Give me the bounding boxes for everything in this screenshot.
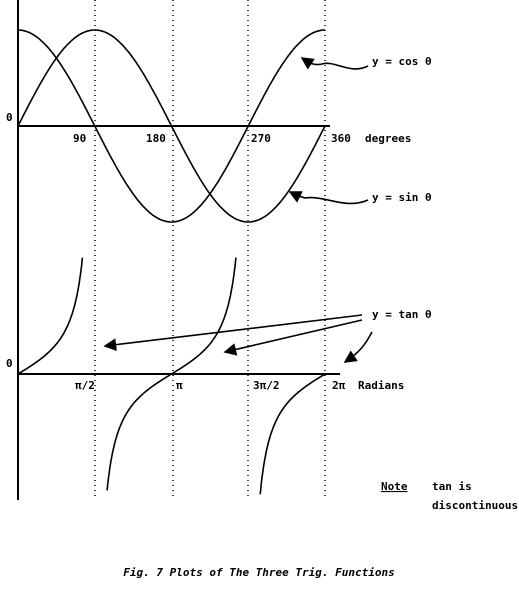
tangent-curve <box>17 257 84 375</box>
origin-label: 0 <box>6 111 13 124</box>
curves <box>17 29 326 495</box>
axes <box>17 0 340 500</box>
curve-label: y = tan θ <box>372 308 432 321</box>
tan-arrow <box>103 314 363 352</box>
tangent-curve <box>106 257 237 491</box>
curve-label: y = sin θ <box>372 191 432 204</box>
unit-label: degrees <box>365 132 411 145</box>
tick-label: 2π <box>332 379 346 392</box>
cos-arrow <box>300 57 369 70</box>
note-line: discontinuous <box>432 499 518 512</box>
caption: Fig. 7 Plots of The Three Trig. Function… <box>123 566 395 579</box>
tick-label: π/2 <box>75 379 95 392</box>
tick-label: 180 <box>146 132 166 145</box>
tick-label: 270 <box>251 132 271 145</box>
arrows <box>103 57 373 363</box>
unit-label: Radians <box>358 379 404 392</box>
tan-arrow <box>343 331 373 363</box>
note-line: tan is <box>432 480 472 493</box>
tick-label: 90 <box>73 132 86 145</box>
sin-arrow <box>288 191 369 205</box>
curve-label: y = cos θ <box>372 55 432 68</box>
note-heading: Note <box>381 480 408 493</box>
sine-curve <box>17 29 326 223</box>
tangent-curve <box>259 373 326 495</box>
tick-label: 360 <box>331 132 351 145</box>
tick-label: π <box>176 379 183 392</box>
tick-label: 3π/2 <box>253 379 280 392</box>
tan-arrow <box>223 319 363 356</box>
origin-label: 0 <box>6 357 13 370</box>
cosine-curve <box>18 29 325 223</box>
